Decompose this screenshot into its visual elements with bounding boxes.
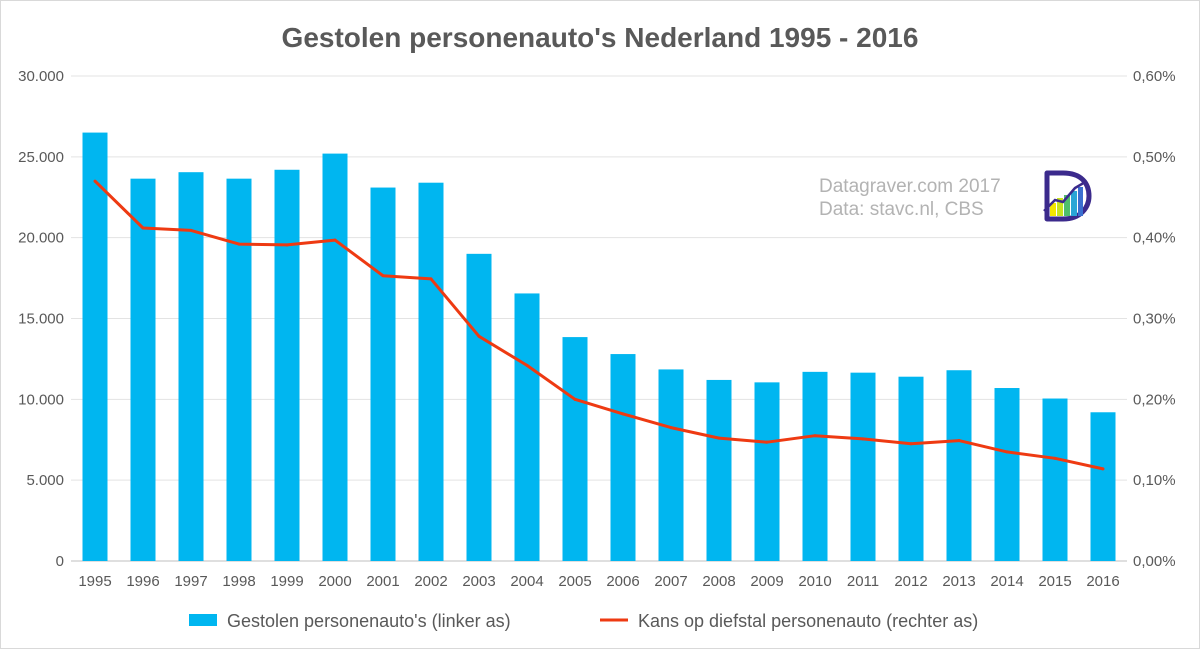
x-tick-label: 2007 xyxy=(654,573,687,590)
legend: Gestolen personenauto's (linker as) Kans … xyxy=(189,611,978,631)
bar-2009 xyxy=(754,382,780,561)
line-point-2010 xyxy=(813,434,817,438)
bar-2001 xyxy=(370,187,396,562)
line-point-2008 xyxy=(717,436,721,440)
bar-1998 xyxy=(226,178,252,562)
x-tick-label: 2003 xyxy=(462,573,495,590)
x-tick-label: 2011 xyxy=(847,573,879,590)
right-tick-label: 0,10% xyxy=(1133,472,1176,489)
line-point-2007 xyxy=(669,426,673,430)
line-point-2009 xyxy=(765,440,769,444)
x-tick-label: 2015 xyxy=(1038,573,1071,590)
x-tick-label: 2004 xyxy=(510,573,543,590)
left-tick-label: 5.000 xyxy=(26,472,64,489)
bar-2003 xyxy=(466,253,492,562)
left-tick-label: 30.000 xyxy=(18,68,64,85)
right-tick-label: 0,30% xyxy=(1133,311,1176,328)
line-point-2000 xyxy=(333,238,337,242)
datagraver-logo xyxy=(1043,170,1092,222)
x-tick-label: 2009 xyxy=(750,573,783,590)
right-tick-label: 0,60% xyxy=(1133,68,1176,85)
legend-bar-swatch xyxy=(189,614,217,626)
kans-line xyxy=(93,180,1104,471)
line-point-1999 xyxy=(285,243,289,247)
bar-2016 xyxy=(1090,412,1116,561)
line-point-1998 xyxy=(237,242,241,246)
line-point-1997 xyxy=(189,228,193,232)
x-tick-label: 2008 xyxy=(702,573,735,590)
x-tick-label: 2005 xyxy=(558,573,591,590)
bar-2011 xyxy=(850,372,876,561)
x-tick-label: 1995 xyxy=(78,573,111,590)
bar-2012 xyxy=(898,376,924,561)
line-point-2012 xyxy=(909,442,913,446)
watermark-line-2: Data: stavc.nl, CBS xyxy=(819,199,984,220)
x-tick-label: 2016 xyxy=(1086,573,1119,590)
line-point-1995 xyxy=(93,179,97,183)
x-tick-label: 2010 xyxy=(798,573,831,590)
bar-1997 xyxy=(178,172,204,562)
line-point-2003 xyxy=(477,334,481,338)
watermark: Datagraver.com 2017 Data: stavc.nl, CBS xyxy=(819,176,1001,220)
line-point-2001 xyxy=(381,274,385,278)
right-axis: 0,00% 0,10% 0,20% 0,30% 0,40% 0,50% 0,60% xyxy=(1133,68,1176,570)
x-axis: 1995 1996 1997 1998 1999 2000 2001 2002 2003 2004… xyxy=(78,573,1119,590)
legend-label-bars: Gestolen personenauto's (linker as) xyxy=(227,611,511,631)
bar-1995 xyxy=(82,132,108,562)
x-tick-label: 2006 xyxy=(606,573,639,590)
x-tick-label: 1999 xyxy=(270,573,303,590)
left-tick-label: 25.000 xyxy=(18,149,64,166)
line-series xyxy=(93,179,1105,471)
bar-2008 xyxy=(706,379,732,561)
x-tick-label: 2013 xyxy=(942,573,975,590)
line-point-1996 xyxy=(141,226,145,230)
x-tick-label: 1997 xyxy=(174,573,207,590)
right-tick-label: 0,00% xyxy=(1133,553,1176,570)
line-point-2002 xyxy=(429,277,433,281)
bar-2006 xyxy=(610,354,636,561)
line-point-2016 xyxy=(1101,467,1105,471)
bar-2007 xyxy=(658,369,684,561)
left-tick-label: 0 xyxy=(56,553,64,570)
chart-title: Gestolen personenauto's Nederland 1995 -… xyxy=(282,22,919,53)
x-tick-label: 2012 xyxy=(894,573,927,590)
right-tick-label: 0,20% xyxy=(1133,391,1176,408)
line-point-2014 xyxy=(1005,450,1009,454)
legend-label-line: Kans op diefstal personenauto (rechter a… xyxy=(638,611,978,631)
left-tick-label: 15.000 xyxy=(18,311,64,328)
bar-2014 xyxy=(994,388,1020,561)
right-tick-label: 0,40% xyxy=(1133,230,1176,247)
bar-2010 xyxy=(802,371,828,561)
bar-2015 xyxy=(1042,398,1068,561)
right-tick-label: 0,50% xyxy=(1133,149,1176,166)
line-point-2004 xyxy=(525,363,529,367)
line-point-2015 xyxy=(1053,456,1057,460)
line-point-2005 xyxy=(573,397,577,401)
left-tick-label: 10.000 xyxy=(18,391,64,408)
bar-2004 xyxy=(514,293,540,561)
bar-series xyxy=(82,132,1116,562)
x-tick-label: 1998 xyxy=(222,573,255,590)
bar-2013 xyxy=(946,370,972,561)
x-tick-label: 2002 xyxy=(414,573,447,590)
bar-2000 xyxy=(322,153,348,561)
x-tick-label: 2001 xyxy=(366,573,399,590)
x-tick-label: 2014 xyxy=(990,573,1023,590)
bar-2005 xyxy=(562,337,588,561)
watermark-line-1: Datagraver.com 2017 xyxy=(819,176,1001,197)
x-tick-label: 2000 xyxy=(318,573,351,590)
line-point-2011 xyxy=(861,437,865,441)
left-tick-label: 20.000 xyxy=(18,230,64,247)
left-axis: 0 5.000 10.000 15.000 20.000 25.000 30.000 xyxy=(18,68,64,570)
bar-1999 xyxy=(274,169,300,561)
line-point-2006 xyxy=(621,412,625,416)
line-point-2013 xyxy=(957,439,961,443)
bar-2002 xyxy=(418,182,444,561)
bar-1996 xyxy=(130,178,156,562)
x-tick-label: 1996 xyxy=(126,573,159,590)
